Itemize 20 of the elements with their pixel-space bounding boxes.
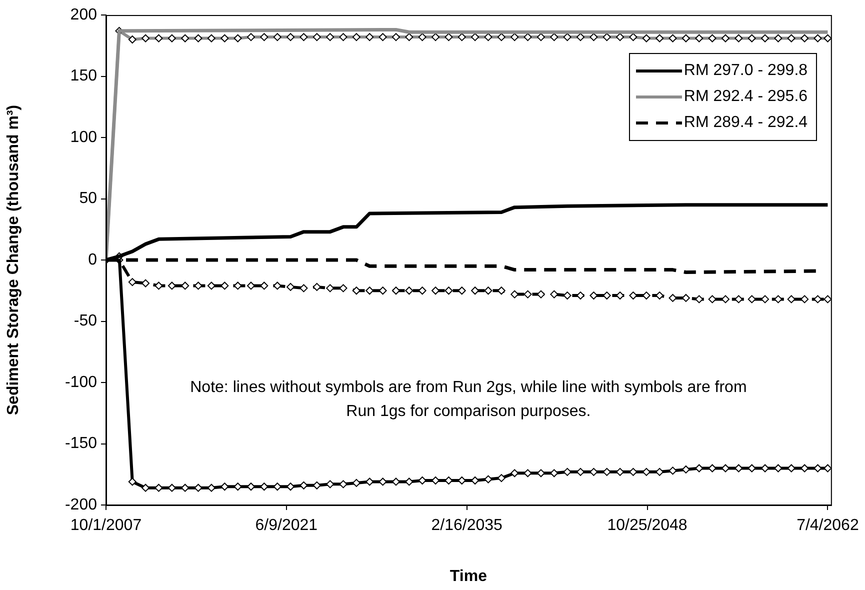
legend-label: RM 297.0 - 299.8 (684, 61, 808, 81)
x-axis-title: Time (450, 568, 488, 585)
y-tick-label: -50 (74, 312, 98, 330)
x-tick-label: 6/9/2021 (255, 517, 318, 534)
legend-label: RM 289.4 - 292.4 (684, 113, 808, 133)
legend-label: RM 292.4 - 295.6 (684, 87, 808, 107)
y-tick-label: -200 (64, 496, 98, 514)
x-tick-label: 10/1/2007 (70, 517, 142, 534)
y-axis-title: Sediment Storage Change (thousand m³) (5, 104, 22, 416)
x-tick-label: 7/4/2062 (796, 517, 859, 534)
y-tick-label: 200 (70, 6, 98, 24)
y-tick-label: 100 (70, 128, 98, 146)
x-tick-label: 2/16/2035 (431, 517, 503, 534)
y-tick-label: 150 (70, 68, 98, 85)
x-tick-label: 10/25/2048 (607, 517, 688, 534)
y-tick-label: -150 (64, 435, 98, 452)
y-tick-label: -100 (64, 374, 98, 391)
annotation: Note: lines without symbols are from Run 2gs, while line with symbols are from Run 1gs for comparison purposes. (190, 378, 747, 420)
y-tick-label: 0 (88, 251, 98, 268)
y-tick-label: 50 (79, 190, 98, 208)
